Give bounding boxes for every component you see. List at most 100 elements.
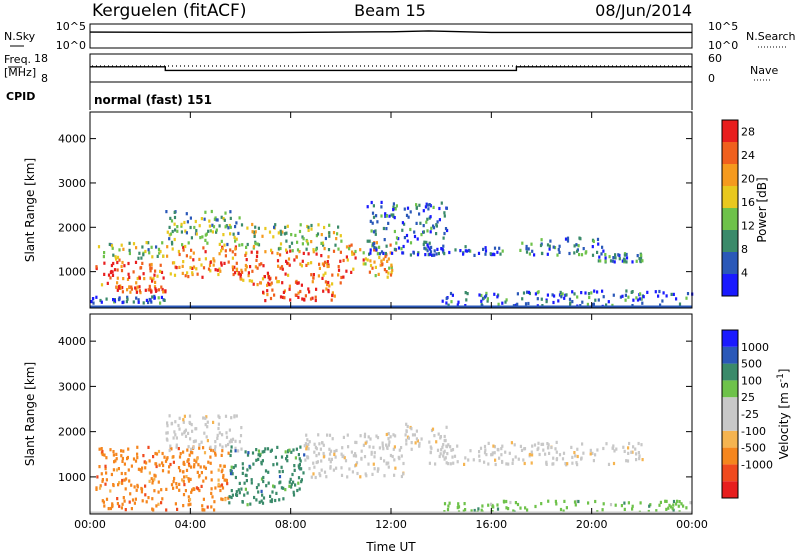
power-colorbar-segment [722,208,738,230]
velocity-colorbar-border [721,329,739,499]
cpid-mode-text: normal (fast) 151 [94,93,212,107]
velocity-xtick-label: 04:00 [174,518,206,531]
frequency-line [90,66,692,72]
velocity-region-4 [404,422,448,452]
power-region-12 [519,236,605,257]
station-title: Kerguelen (fitACF) [92,1,246,21]
power-colorbar-segment [722,186,738,208]
velocity-region-5 [428,440,644,467]
velocity-xtick-label: 08:00 [275,518,307,531]
cpid-label: CPID [6,90,35,103]
power-ytick-label: 4000 [58,133,86,146]
velocity-xtick-label: 16:00 [475,518,507,531]
power-y-axis: 1000 2000 3000 4000 [58,133,692,279]
noise-sky-line [89,30,692,34]
power-colorbar: 4 8 12 16 20 24 28 [721,119,755,297]
noise-left-tick-bottom: 10^0 [56,39,86,52]
velocity-ytick-label: 3000 [58,380,86,393]
power-colorbar-tick: 8 [741,243,748,256]
power-region-1 [97,241,165,261]
noise-search-label: N.Search [746,30,796,43]
power-colorbar-segment [722,120,738,142]
velocity-x-axis: 00:00 04:00 08:00 12:00 16:00 20:00 00:00 [74,314,708,531]
frequency-panel: Freq. [MHz] 18 8 60 0 Nave [4,52,778,85]
freq-tick-bottom: 8 [41,72,48,85]
noise-panel: N.Sky 10^5 10^0 10^5 10^0 N.Search [4,20,796,52]
power-data-layer [90,200,694,308]
power-region-0 [95,258,165,288]
power-region-10 [366,200,449,257]
freq-tick-top: 18 [34,52,48,65]
velocity-ytick-label: 4000 [58,335,86,348]
velocity-y-axis-label: Slant Range [km] [23,362,37,466]
beam-title: Beam 15 [354,1,426,20]
power-ytick-label: 1000 [58,266,86,279]
power-region-4 [166,245,243,279]
noise-right-tick-bottom: 10^0 [708,39,738,52]
power-plot-frame [90,112,692,308]
velocity-colorbar-segment [722,464,738,482]
velocity-colorbar-segment [722,380,738,398]
title-row: Kerguelen (fitACF) Beam 15 08/Jun/2014 [92,1,692,21]
velocity-colorbar-segment [722,481,738,498]
velocity-colorbar-segment [722,363,738,381]
power-region-8 [262,287,336,303]
power-colorbar-tick: 24 [741,149,755,162]
power-panel: 1000 2000 3000 4000 Slant Range [km] 4 8 12 16… [23,111,769,309]
x-axis-label: Time UT [365,540,416,554]
nave-tick-top: 60 [708,52,722,65]
velocity-region-1 [165,414,243,453]
velocity-colorbar-tick: -500 [741,442,766,455]
freq-unit-label: [MHz] [4,66,36,79]
nave-label: Nave [750,64,778,77]
velocity-region-3 [303,432,405,480]
velocity-colorbar-tick: -1000 [741,458,773,471]
power-region-5 [165,209,241,249]
power-colorbar-border [721,119,739,297]
velocity-y-axis: 1000 2000 3000 4000 [58,335,692,484]
velocity-colorbar-segment [722,346,738,364]
velocity-colorbar-tick: 100 [741,374,762,387]
power-colorbar-segment [722,142,738,164]
date-title: 08/Jun/2014 [595,1,692,20]
velocity-region-0 [95,445,230,512]
noise-sky-label: N.Sky [4,30,36,43]
velocity-colorbar-label: Velocity [m s-1] [776,369,791,460]
power-region-3 [90,294,166,305]
power-colorbar-segment [722,274,738,296]
power-region-13 [591,252,644,264]
power-x-axis [89,112,693,308]
power-colorbar-tick: 12 [741,220,755,233]
velocity-xtick-label: 12:00 [375,518,407,531]
power-colorbar-tick: 16 [741,196,755,209]
velocity-colorbar-segment [722,330,738,347]
velocity-colorbar-segment [722,397,738,414]
power-ytick-label: 2000 [58,221,86,234]
noise-left-tick-top: 10^5 [56,20,86,33]
velocity-ytick-label: 2000 [58,426,86,439]
nave-tick-bottom: 0 [708,72,715,85]
velocity-colorbar-tick: -100 [741,425,766,438]
velocity-xtick-label: 00:00 [74,518,106,531]
power-ytick-label: 3000 [58,177,86,190]
power-region-7 [240,222,343,253]
velocity-region-2 [228,445,306,507]
velocity-colorbar-segment [722,414,738,431]
velocity-colorbar-segment [722,430,738,448]
power-colorbar-label: Power [dB] [755,177,769,242]
velocity-colorbar-tick: 25 [741,391,755,404]
power-colorbar-tick: 20 [741,173,755,186]
velocity-ytick-label: 1000 [58,471,86,484]
velocity-panel: 1000 2000 3000 4000 00:00 04:00 08:00 12:00 16:… [23,313,791,531]
freq-frame [89,53,693,83]
noise-right-tick-top: 10^5 [708,20,738,33]
power-colorbar-segment [722,252,738,274]
power-colorbar-tick: 4 [741,267,748,280]
freq-label: Freq. [4,53,31,66]
velocity-colorbar-tick: 1000 [741,341,769,354]
velocity-colorbar-segment [722,447,738,465]
power-colorbar-segment [722,164,738,186]
noise-frame [89,23,693,49]
velocity-colorbar-tick: 500 [741,358,762,371]
